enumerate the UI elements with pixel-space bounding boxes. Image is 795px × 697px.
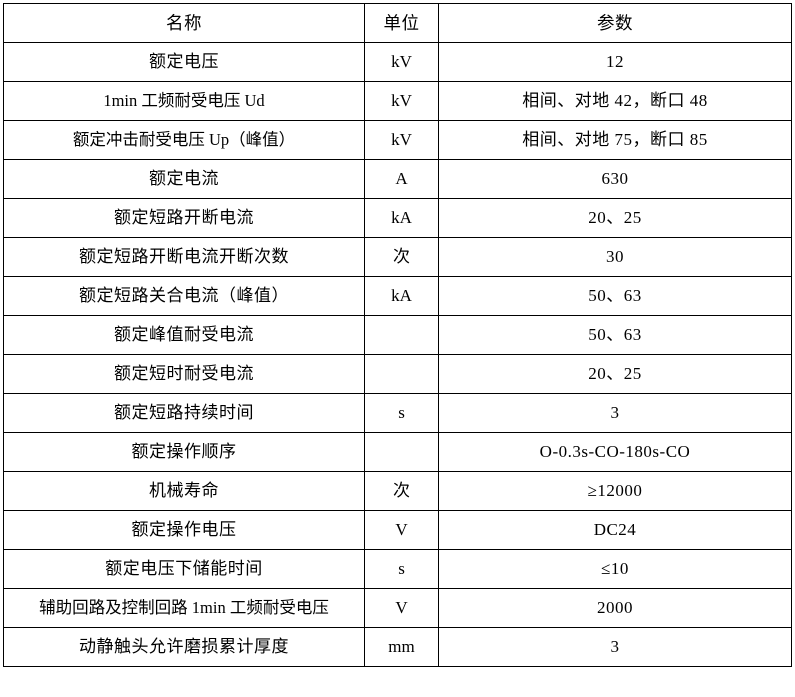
table-row: 动静触头允许磨损累计厚度 mm 3 <box>3 627 792 667</box>
cell-parameter-name: 额定电流 <box>3 159 365 199</box>
column-header-name: 名称 <box>3 3 365 43</box>
cell-parameter-value: 50、63 <box>438 276 792 316</box>
cell-unit: kV <box>364 81 439 121</box>
cell-parameter-name: 额定短路关合电流（峰值） <box>3 276 365 316</box>
spec-table-container: 名称 单位 参数 额定电压 kV 12 1min 工频耐受电压 Ud kV 相间、对地 4… <box>3 3 792 667</box>
cell-unit: kV <box>364 120 439 160</box>
cell-parameter-name: 额定操作顺序 <box>3 432 365 472</box>
cell-unit: kV <box>364 42 439 82</box>
table-row: 额定电压 kV 12 <box>3 42 792 82</box>
column-header-unit: 单位 <box>364 3 439 43</box>
technical-parameters-table: 名称 单位 参数 额定电压 kV 12 1min 工频耐受电压 Ud kV 相间、对地 4… <box>3 3 792 667</box>
cell-parameter-value: ≤10 <box>438 549 792 589</box>
cell-unit: s <box>364 393 439 433</box>
cell-unit: A <box>364 159 439 199</box>
table-row: 额定操作顺序 O-0.3s-CO-180s-CO <box>3 432 792 472</box>
cell-parameter-name: 动静触头允许磨损累计厚度 <box>3 627 365 667</box>
table-header: 名称 单位 参数 <box>3 3 792 43</box>
cell-parameter-value: O-0.3s-CO-180s-CO <box>438 432 792 472</box>
cell-unit <box>364 432 439 472</box>
cell-unit: kA <box>364 198 439 238</box>
table-row: 额定电流 A 630 <box>3 159 792 199</box>
table-row: 额定短路开断电流开断次数次 30 <box>3 237 792 277</box>
cell-parameter-name: 额定短路开断电流开断次数 <box>3 237 365 277</box>
cell-unit: kA <box>364 276 439 316</box>
table-row: 额定短时耐受电流 20、25 <box>3 354 792 394</box>
cell-parameter-value: 12 <box>438 42 792 82</box>
cell-parameter-value: 50、63 <box>438 315 792 355</box>
cell-parameter-name: 机械寿命 <box>3 471 365 511</box>
cell-unit: V <box>364 588 439 628</box>
table-header-row: 名称 单位 参数 <box>3 3 792 43</box>
cell-parameter-value: 3 <box>438 393 792 433</box>
cell-unit: mm <box>364 627 439 667</box>
cell-parameter-name: 辅助回路及控制回路 1min 工频耐受电压 <box>3 588 365 628</box>
table-body: 额定电压 kV 12 1min 工频耐受电压 Ud kV 相间、对地 42，断口 48 额定… <box>3 42 792 667</box>
cell-unit: V <box>364 510 439 550</box>
cell-parameter-value: 630 <box>438 159 792 199</box>
cell-parameter-name: 额定短时耐受电流 <box>3 354 365 394</box>
cell-unit: 次 <box>364 237 439 277</box>
table-row: 额定短路开断电流 kA 20、25 <box>3 198 792 238</box>
column-header-parameter: 参数 <box>438 3 792 43</box>
table-row: 额定电压下储能时间 s ≤10 <box>3 549 792 589</box>
cell-parameter-name: 1min 工频耐受电压 Ud <box>3 81 365 121</box>
cell-parameter-value: 相间、对地 75，断口 85 <box>438 120 792 160</box>
cell-parameter-value: 30 <box>438 237 792 277</box>
table-row: 机械寿命次 ≥12000 <box>3 471 792 511</box>
table-row: 辅助回路及控制回路 1min 工频耐受电压 V 2000 <box>3 588 792 628</box>
cell-parameter-value: 20、25 <box>438 198 792 238</box>
cell-unit: s <box>364 549 439 589</box>
table-row: 额定峰值耐受电流 50、63 <box>3 315 792 355</box>
cell-parameter-value: 20、25 <box>438 354 792 394</box>
table-row: 额定短路持续时间 s 3 <box>3 393 792 433</box>
cell-parameter-name: 额定短路开断电流 <box>3 198 365 238</box>
table-row: 1min 工频耐受电压 Ud kV 相间、对地 42，断口 48 <box>3 81 792 121</box>
cell-parameter-value: DC24 <box>438 510 792 550</box>
cell-parameter-value: 相间、对地 42，断口 48 <box>438 81 792 121</box>
cell-unit <box>364 354 439 394</box>
cell-parameter-name: 额定电压下储能时间 <box>3 549 365 589</box>
table-row: 额定操作电压 V DC24 <box>3 510 792 550</box>
cell-parameter-name: 额定操作电压 <box>3 510 365 550</box>
cell-parameter-name: 额定短路持续时间 <box>3 393 365 433</box>
cell-unit: 次 <box>364 471 439 511</box>
cell-parameter-value: 3 <box>438 627 792 667</box>
cell-parameter-name: 额定峰值耐受电流 <box>3 315 365 355</box>
cell-parameter-name: 额定电压 <box>3 42 365 82</box>
cell-unit <box>364 315 439 355</box>
cell-parameter-value: 2000 <box>438 588 792 628</box>
cell-parameter-name: 额定冲击耐受电压 Up（峰值） <box>3 120 365 160</box>
table-row: 额定冲击耐受电压 Up（峰值） kV 相间、对地 75，断口 85 <box>3 120 792 160</box>
table-row: 额定短路关合电流（峰值） kA 50、63 <box>3 276 792 316</box>
cell-parameter-value: ≥12000 <box>438 471 792 511</box>
